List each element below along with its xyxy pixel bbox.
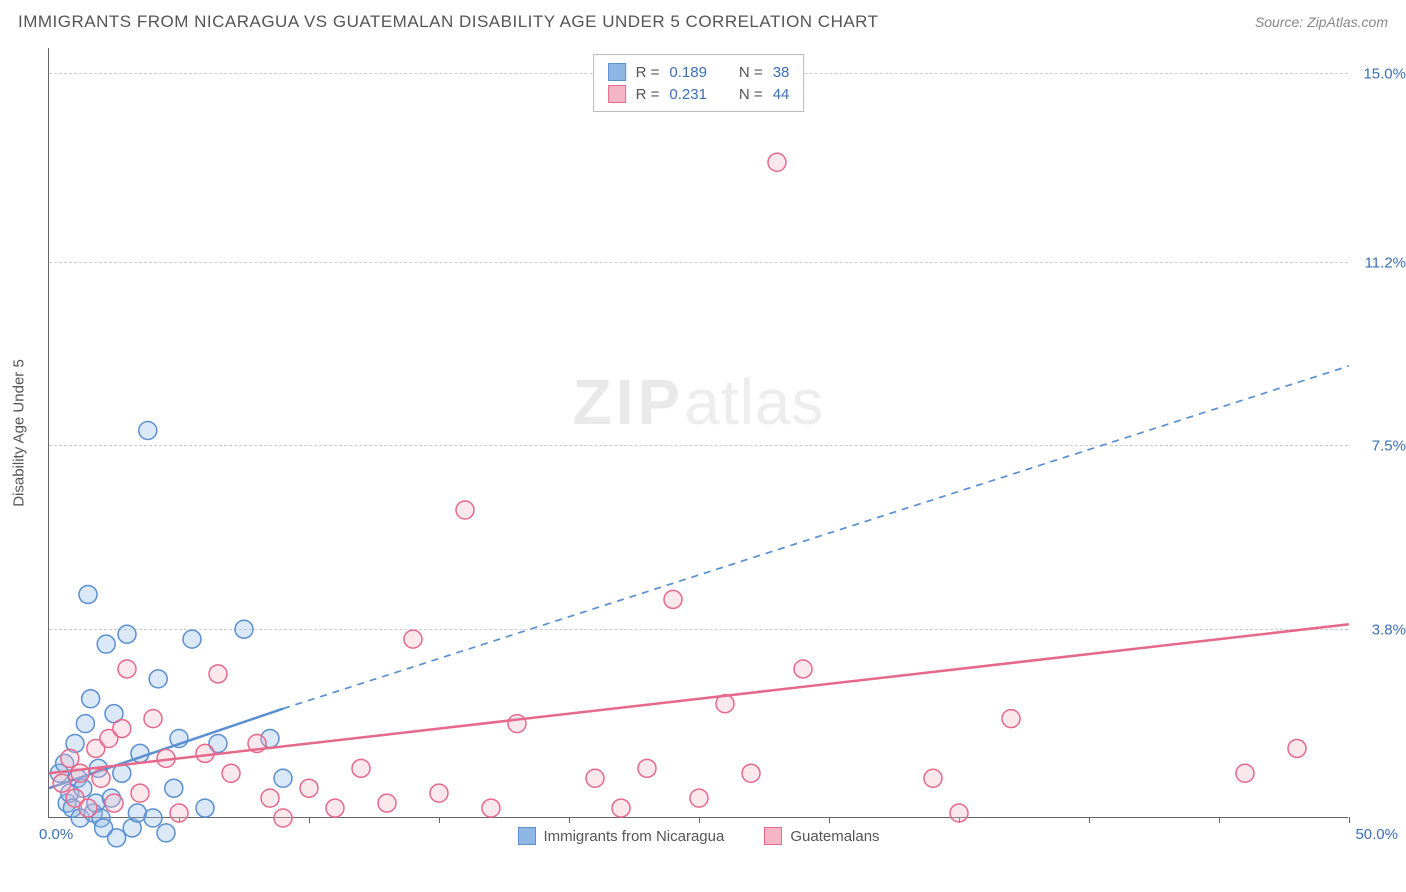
data-point: [149, 670, 167, 688]
data-point: [97, 635, 115, 653]
data-point: [196, 744, 214, 762]
legend-swatch: [517, 827, 535, 845]
data-point: [105, 794, 123, 812]
data-point: [165, 779, 183, 797]
legend-swatch: [608, 85, 626, 103]
legend-swatch: [608, 63, 626, 81]
data-point: [1236, 764, 1254, 782]
data-point: [794, 660, 812, 678]
title-bar: IMMIGRANTS FROM NICARAGUA VS GUATEMALAN …: [18, 12, 1388, 32]
stat-n-value: 44: [773, 86, 790, 103]
data-point: [82, 690, 100, 708]
x-tick: [309, 817, 310, 823]
legend-label: Guatemalans: [790, 828, 879, 845]
source-attribution: Source: ZipAtlas.com: [1255, 14, 1388, 30]
source-value: ZipAtlas.com: [1307, 14, 1388, 30]
stat-r-value: 0.189: [669, 64, 707, 81]
x-max-label: 50.0%: [1355, 826, 1398, 843]
y-tick-label: 7.5%: [1356, 438, 1406, 455]
data-point: [113, 764, 131, 782]
data-point: [108, 829, 126, 847]
x-tick: [1219, 817, 1220, 823]
data-point: [261, 789, 279, 807]
data-point: [144, 710, 162, 728]
legend-item: Immigrants from Nicaragua: [517, 827, 724, 845]
data-point: [274, 769, 292, 787]
x-tick: [439, 817, 440, 823]
y-tick-label: 11.2%: [1356, 254, 1406, 271]
data-point: [300, 779, 318, 797]
y-axis-title: Disability Age Under 5: [11, 359, 28, 507]
data-point: [638, 759, 656, 777]
data-point: [196, 799, 214, 817]
source-label: Source:: [1255, 14, 1307, 30]
data-point: [144, 809, 162, 827]
y-tick-label: 15.0%: [1356, 65, 1406, 82]
data-point: [924, 769, 942, 787]
data-point: [950, 804, 968, 822]
data-point: [71, 764, 89, 782]
data-point: [430, 784, 448, 802]
y-tick-label: 3.8%: [1356, 622, 1406, 639]
data-point: [482, 799, 500, 817]
data-point: [1002, 710, 1020, 728]
scatter-svg: [49, 48, 1348, 817]
data-point: [378, 794, 396, 812]
data-point: [768, 153, 786, 171]
data-point: [612, 799, 630, 817]
data-point: [131, 784, 149, 802]
data-point: [92, 769, 110, 787]
data-point: [170, 804, 188, 822]
data-point: [222, 764, 240, 782]
stat-r-value: 0.231: [669, 86, 707, 103]
data-point: [326, 799, 344, 817]
bottom-legend: Immigrants from Nicaragua Guatemalans: [517, 827, 879, 845]
data-point: [274, 809, 292, 827]
data-point: [690, 789, 708, 807]
data-point: [508, 715, 526, 733]
chart-title: IMMIGRANTS FROM NICARAGUA VS GUATEMALAN …: [18, 12, 879, 32]
legend-label: Immigrants from Nicaragua: [543, 828, 724, 845]
data-point: [456, 501, 474, 519]
data-point: [79, 799, 97, 817]
data-point: [664, 590, 682, 608]
data-point: [235, 620, 253, 638]
data-point: [139, 422, 157, 440]
x-tick: [569, 817, 570, 823]
x-origin-label: 0.0%: [39, 826, 73, 843]
data-point: [352, 759, 370, 777]
data-point: [742, 764, 760, 782]
data-point: [53, 774, 71, 792]
x-tick: [1349, 817, 1350, 823]
data-point: [183, 630, 201, 648]
stats-row: R = 0.231 N = 44: [608, 83, 790, 105]
data-point: [113, 720, 131, 738]
data-point: [1288, 739, 1306, 757]
stats-box: R = 0.189 N = 38 R = 0.231 N = 44: [593, 54, 805, 112]
legend-swatch: [764, 827, 782, 845]
plot-area: Disability Age Under 5 ZIPatlas 3.8%7.5%…: [48, 48, 1348, 818]
stats-row: R = 0.189 N = 38: [608, 61, 790, 83]
stat-n-value: 38: [773, 64, 790, 81]
data-point: [118, 660, 136, 678]
data-point: [157, 824, 175, 842]
stat-r-label: R =: [636, 64, 660, 81]
regression-line: [49, 624, 1349, 773]
x-tick: [1089, 817, 1090, 823]
data-point: [404, 630, 422, 648]
data-point: [118, 625, 136, 643]
data-point: [76, 715, 94, 733]
x-tick: [699, 817, 700, 823]
data-point: [586, 769, 604, 787]
regression-line-extrapolated: [283, 366, 1349, 709]
stat-n-label: N =: [739, 64, 763, 81]
stat-r-label: R =: [636, 86, 660, 103]
stat-n-label: N =: [739, 86, 763, 103]
x-tick: [829, 817, 830, 823]
legend-item: Guatemalans: [764, 827, 879, 845]
data-point: [79, 585, 97, 603]
data-point: [209, 665, 227, 683]
